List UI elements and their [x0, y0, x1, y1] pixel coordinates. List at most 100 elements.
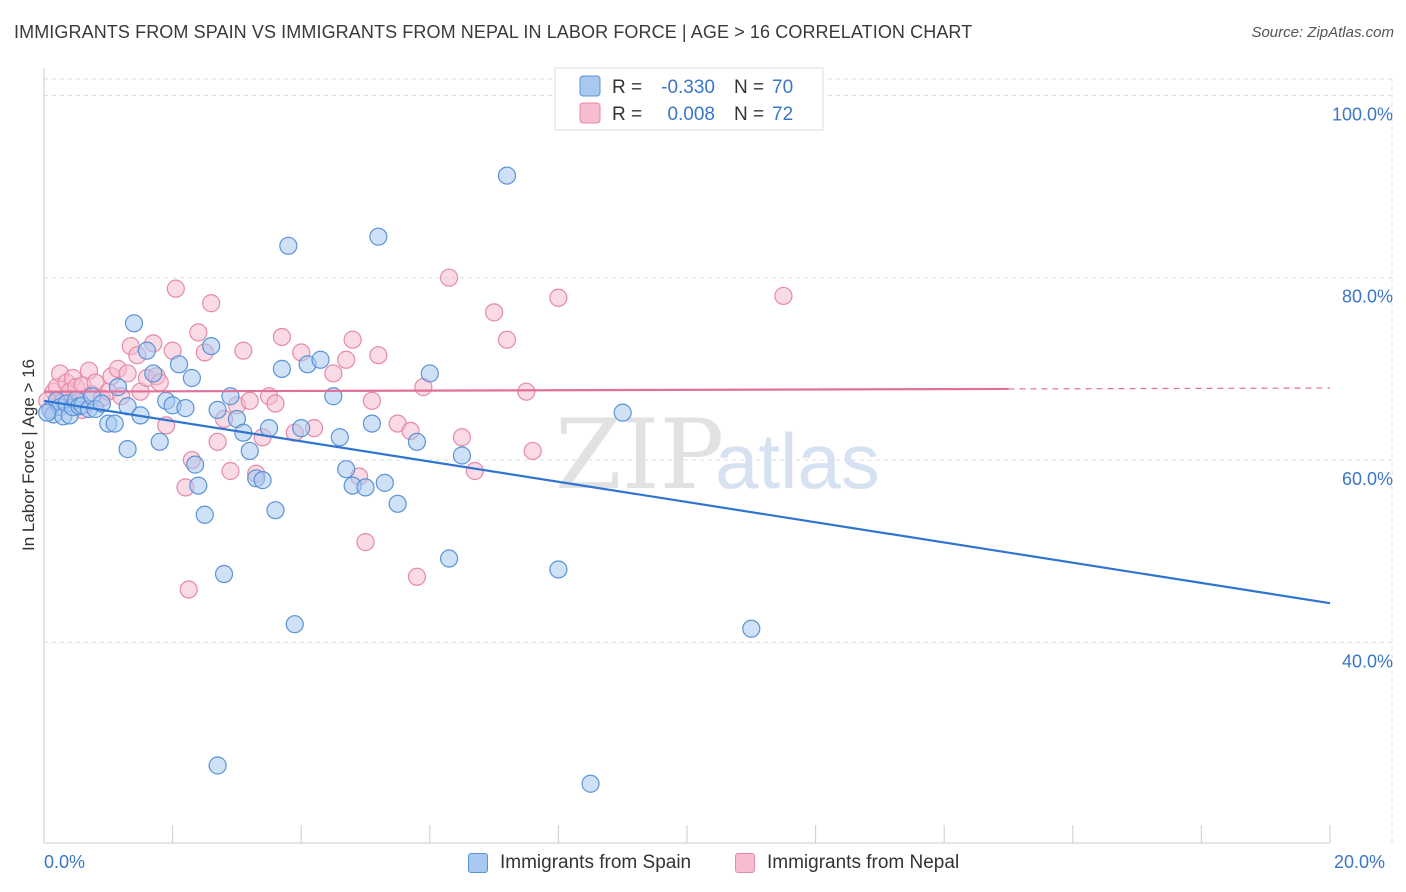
nepal-point-58	[439, 268, 459, 287]
series-swatch-nepal	[735, 853, 755, 873]
chart-title: IMMIGRANTS FROM SPAIN VS IMMIGRANTS FROM…	[14, 22, 973, 42]
spain-point-42	[272, 359, 292, 378]
nepal-point-62	[497, 330, 517, 349]
watermark-zip: ZIP	[555, 399, 724, 511]
nepal-point-66	[774, 286, 793, 306]
watermark-atlas: atlas	[715, 417, 880, 505]
nepal-trend-line	[43, 387, 1009, 393]
spain-point-40	[259, 419, 279, 438]
nepal-point-56	[407, 567, 427, 586]
spain-point-27	[176, 398, 195, 418]
series-legend: Immigrants from Spain Immigrants from Ne…	[0, 850, 1406, 880]
spain-trend-line	[43, 399, 1331, 605]
series-legend-nepal: Immigrants from Nepal	[735, 852, 959, 874]
legend-swatch-spain	[579, 75, 601, 97]
nepal-point-53	[369, 346, 388, 365]
spain-point-32	[202, 336, 221, 356]
legend-r-value-nepal: 0.008	[667, 104, 715, 125]
spain-point-50	[337, 460, 356, 479]
spain-point-29	[186, 455, 205, 474]
y-tick-label-0: 40.0%	[1342, 651, 1393, 671]
x-tick-label-min: 0.0%	[44, 852, 86, 872]
spain-point-23	[150, 432, 169, 451]
nepal-point-63	[517, 382, 536, 401]
nepal-point-51	[356, 533, 375, 552]
spain-point-26	[169, 355, 189, 374]
correlation-legend: R = -0.330 N = 70 R = 0.008 N = 72	[554, 67, 824, 131]
spain-point-44	[285, 615, 304, 634]
spain-point-66	[124, 314, 144, 333]
spain-point-62	[549, 560, 568, 579]
y-tick-label-2: 80.0%	[1342, 287, 1393, 307]
spain-point-16	[105, 414, 124, 433]
legend-swatch-nepal	[579, 102, 601, 124]
nepal-point-59	[452, 428, 472, 447]
nepal-point-44	[272, 327, 292, 347]
axes	[43, 68, 1331, 844]
spain-point-59	[439, 549, 459, 568]
spain-point-54	[369, 227, 388, 246]
legend-n-label-spain: N =	[734, 77, 764, 98]
zipatlas-watermark: ZIP atlas	[555, 399, 880, 511]
spain-point-30	[189, 476, 208, 495]
spain-point-65	[742, 619, 761, 638]
nepal-point-34	[208, 432, 227, 451]
nepal-point-47	[324, 364, 343, 383]
spain-point-56	[388, 494, 407, 513]
legend-n-value-spain: 70	[772, 77, 793, 98]
spain-point-69	[253, 471, 272, 490]
spain-point-38	[240, 441, 259, 461]
spain-point-47	[311, 350, 330, 369]
series-swatch-spain	[468, 853, 488, 873]
nepal-point-31	[189, 323, 208, 342]
nepal-point-18	[118, 364, 137, 383]
nepal-point-48	[337, 350, 356, 369]
nepal-point-28	[166, 279, 185, 298]
spain-point-52	[356, 478, 375, 497]
nepal-trend-extension	[1008, 387, 1331, 390]
spain-point-21	[137, 341, 156, 360]
nepal-point-38	[234, 341, 253, 360]
legend-r-label-nepal: R =	[612, 104, 642, 125]
series-label-nepal: Immigrants from Nepal	[767, 852, 960, 873]
trend-lines	[43, 387, 1331, 605]
legend-r-label-spain: R =	[612, 77, 642, 98]
spain-point-61	[497, 166, 517, 185]
series-legend-spain: Immigrants from Spain	[468, 852, 691, 874]
spain-point-31	[195, 505, 214, 524]
spain-point-14	[92, 394, 111, 413]
spain-point-53	[362, 414, 382, 433]
spain-point-48	[324, 387, 343, 406]
nepal-point-61	[485, 303, 504, 322]
nepal-point-43	[266, 394, 285, 413]
nepal-point-49	[343, 330, 362, 349]
nepal-point-64	[523, 441, 542, 461]
spain-point-34	[214, 564, 234, 584]
series-label-spain: Immigrants from Spain	[500, 852, 692, 873]
spain-point-67	[38, 403, 57, 422]
spain-point-49	[330, 428, 349, 447]
spain-point-22	[144, 364, 163, 383]
y-tick-labels: 40.0% 60.0% 80.0% 100.0%	[1332, 104, 1393, 671]
spain-point-68	[208, 756, 227, 775]
y-axis-label: In Labor Force | Age > 16	[19, 359, 38, 551]
y-tick-label-1: 60.0%	[1342, 469, 1393, 489]
spain-point-64	[613, 403, 632, 422]
spain-point-45	[292, 419, 311, 438]
spain-point-19	[118, 440, 137, 459]
nepal-point-30	[179, 580, 198, 599]
spain-point-55	[375, 473, 394, 492]
spain-points	[38, 166, 761, 793]
legend-n-value-nepal: 72	[772, 104, 793, 125]
legend-r-value-spain: -0.330	[661, 77, 715, 98]
spain-point-17	[108, 378, 128, 397]
spain-point-63	[581, 774, 600, 793]
nepal-point-36	[221, 461, 240, 481]
legend-n-label-nepal: N =	[734, 104, 764, 125]
spain-point-43	[279, 236, 298, 255]
nepal-point-33	[202, 294, 221, 313]
x-tick-label-max: 20.0%	[1334, 852, 1386, 872]
nepal-point-52	[362, 391, 382, 410]
nepal-point-39	[240, 391, 259, 410]
